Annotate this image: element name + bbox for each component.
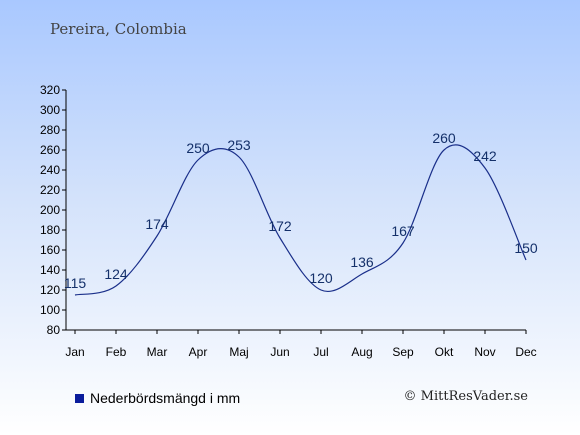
precipitation-line bbox=[74, 144, 527, 296]
y-tick-label: 240 bbox=[40, 163, 60, 177]
data-label: 150 bbox=[514, 240, 538, 256]
y-tick-label: 300 bbox=[40, 103, 60, 117]
data-label: 253 bbox=[227, 137, 251, 153]
y-tick-label: 320 bbox=[40, 83, 60, 97]
data-label: 124 bbox=[104, 266, 128, 282]
y-tick-label: 140 bbox=[40, 263, 60, 277]
y-tick-label: 220 bbox=[40, 183, 60, 197]
y-tick-label: 280 bbox=[40, 123, 60, 137]
x-tick-label: Nov bbox=[474, 345, 495, 359]
x-tick-label: Aug bbox=[351, 345, 372, 359]
x-tick-label: Sep bbox=[392, 345, 414, 359]
y-tick-label: 120 bbox=[40, 283, 60, 297]
legend-label: Nederbördsmängd i mm bbox=[90, 390, 241, 406]
legend-swatch bbox=[75, 393, 84, 403]
chart-location-title: Pereira, Colombia bbox=[50, 20, 187, 38]
x-tick-label: Mar bbox=[147, 345, 168, 359]
y-tick-label: 100 bbox=[40, 303, 60, 317]
y-tick-label: 200 bbox=[40, 203, 60, 217]
legend: Nederbördsmängd i mm bbox=[75, 390, 240, 406]
y-axis-ticks: 80 100 120 140 160 180 200 220 240 260 280 300 320 bbox=[40, 83, 66, 337]
data-label: 136 bbox=[350, 254, 374, 270]
x-tick-label: Jul bbox=[313, 345, 328, 359]
data-label: 115 bbox=[64, 275, 87, 291]
chart-axes bbox=[65, 90, 526, 331]
x-tick-label: Jun bbox=[270, 345, 289, 359]
x-tick-label: Dec bbox=[515, 345, 536, 359]
data-labels: 115 124 174 250 253 172 120 136 167 260 242 150 bbox=[64, 130, 538, 291]
x-tick-label: Feb bbox=[106, 345, 127, 359]
data-label: 167 bbox=[391, 223, 415, 239]
y-tick-label: 180 bbox=[40, 223, 60, 237]
x-axis-ticks: Jan Feb Mar Apr Maj Jun Jul Aug Sep Okt Nov Dec bbox=[65, 330, 537, 359]
data-label: 174 bbox=[145, 216, 169, 232]
data-label: 120 bbox=[309, 270, 333, 286]
x-tick-label: Maj bbox=[229, 345, 248, 359]
x-tick-label: Apr bbox=[189, 345, 208, 359]
site-credit: © MittResVader.se bbox=[403, 389, 528, 404]
data-label: 260 bbox=[432, 130, 456, 146]
y-tick-label: 80 bbox=[47, 323, 61, 337]
data-label: 250 bbox=[186, 140, 210, 156]
data-label: 172 bbox=[268, 218, 292, 234]
x-tick-label: Okt bbox=[435, 345, 454, 359]
y-tick-label: 260 bbox=[40, 143, 60, 157]
y-tick-label: 160 bbox=[40, 243, 60, 257]
x-tick-label: Jan bbox=[65, 345, 84, 359]
data-label: 242 bbox=[473, 148, 497, 164]
